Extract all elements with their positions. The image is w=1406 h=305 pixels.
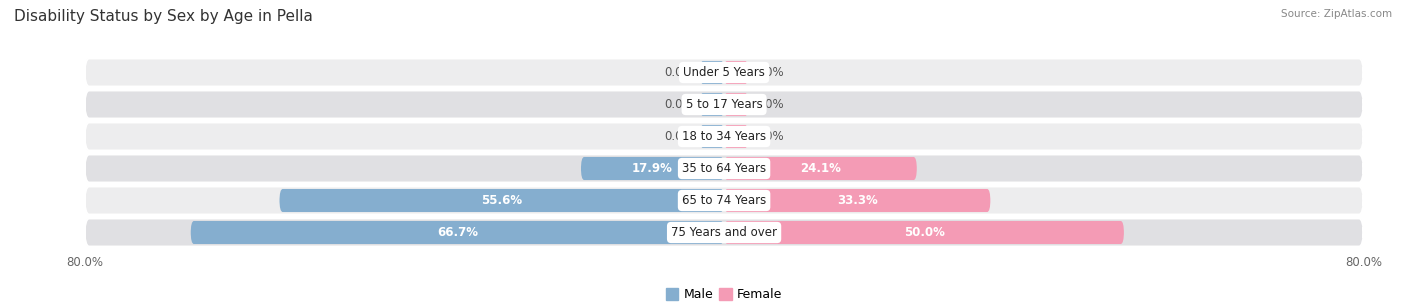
Text: 5 to 17 Years: 5 to 17 Years	[686, 98, 762, 111]
FancyBboxPatch shape	[724, 125, 748, 148]
Text: 18 to 34 Years: 18 to 34 Years	[682, 130, 766, 143]
Text: 0.0%: 0.0%	[755, 130, 785, 143]
Text: 0.0%: 0.0%	[755, 98, 785, 111]
FancyBboxPatch shape	[84, 122, 1364, 151]
Text: 65 to 74 Years: 65 to 74 Years	[682, 194, 766, 207]
FancyBboxPatch shape	[84, 186, 1364, 215]
FancyBboxPatch shape	[724, 93, 748, 116]
FancyBboxPatch shape	[191, 221, 724, 244]
Text: 35 to 64 Years: 35 to 64 Years	[682, 162, 766, 175]
FancyBboxPatch shape	[84, 154, 1364, 183]
FancyBboxPatch shape	[724, 221, 1123, 244]
Text: 0.0%: 0.0%	[664, 66, 693, 79]
FancyBboxPatch shape	[280, 189, 724, 212]
Text: 0.0%: 0.0%	[664, 130, 693, 143]
FancyBboxPatch shape	[700, 61, 724, 84]
Text: Under 5 Years: Under 5 Years	[683, 66, 765, 79]
FancyBboxPatch shape	[581, 157, 724, 180]
Text: 24.1%: 24.1%	[800, 162, 841, 175]
Text: 33.3%: 33.3%	[837, 194, 877, 207]
FancyBboxPatch shape	[84, 90, 1364, 119]
Text: 0.0%: 0.0%	[664, 98, 693, 111]
FancyBboxPatch shape	[700, 93, 724, 116]
Text: Disability Status by Sex by Age in Pella: Disability Status by Sex by Age in Pella	[14, 9, 314, 24]
Legend: Male, Female: Male, Female	[661, 283, 787, 305]
Text: 50.0%: 50.0%	[904, 226, 945, 239]
Text: 0.0%: 0.0%	[755, 66, 785, 79]
Text: 75 Years and over: 75 Years and over	[671, 226, 778, 239]
FancyBboxPatch shape	[700, 125, 724, 148]
FancyBboxPatch shape	[724, 157, 917, 180]
FancyBboxPatch shape	[724, 189, 990, 212]
Text: 66.7%: 66.7%	[437, 226, 478, 239]
FancyBboxPatch shape	[84, 59, 1364, 87]
Text: Source: ZipAtlas.com: Source: ZipAtlas.com	[1281, 9, 1392, 19]
FancyBboxPatch shape	[724, 61, 748, 84]
Text: 17.9%: 17.9%	[633, 162, 673, 175]
Text: 55.6%: 55.6%	[481, 194, 523, 207]
FancyBboxPatch shape	[84, 218, 1364, 246]
